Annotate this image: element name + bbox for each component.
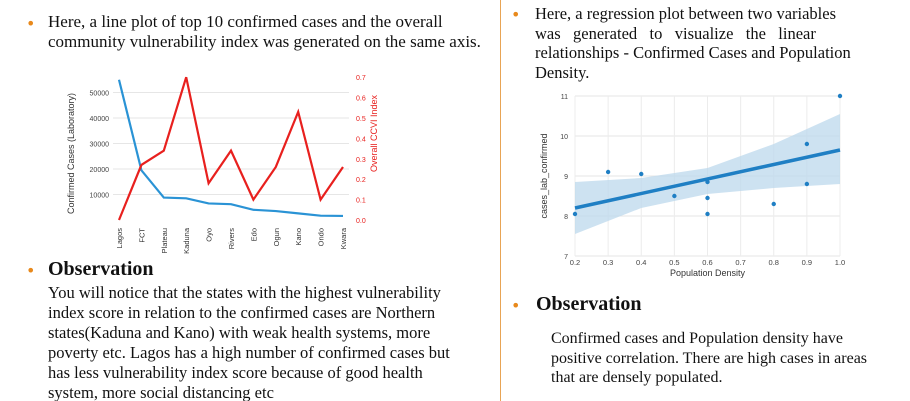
y2-tick-label: 0.6	[356, 96, 366, 103]
scatter-point	[639, 171, 644, 177]
observation-line: You will notice that the states with the…	[48, 283, 441, 302]
x-tick-label: FCT	[137, 228, 146, 243]
left-observation-body: You will notice that the states with the…	[48, 283, 493, 401]
x-tick-label: Rivers	[227, 228, 236, 250]
scatter-point	[705, 195, 710, 201]
x-tick-label: 0.5	[669, 258, 679, 267]
y-tick-label: 10	[560, 134, 568, 141]
regression-line	[574, 148, 841, 210]
x-tick-label: Edo	[249, 228, 258, 241]
y-tick-label: 11	[561, 94, 568, 101]
scatter-point	[672, 193, 677, 199]
y2-tick-label: 0.5	[356, 116, 366, 123]
y-tick-label: 10000	[90, 193, 110, 200]
y2-tick-label: 0.2	[356, 177, 366, 184]
series-line-ccvi	[117, 76, 344, 221]
y-tick-label: 7	[564, 254, 568, 261]
observation-line: that are densely populated.	[551, 369, 723, 386]
y2-axis-label: Overall CCVI Index	[369, 94, 379, 172]
y-axis-label: cases_lab_confirmed	[539, 133, 549, 218]
scatter-point	[572, 211, 578, 217]
x-tick-label: 0.8	[769, 258, 779, 267]
intro-line: was generated to visualize the linear	[535, 23, 816, 43]
bullet: •	[511, 296, 521, 315]
y-tick-label: 30000	[90, 142, 110, 149]
y-tick-label: 9	[564, 174, 568, 181]
x-tick-label: Kaduna	[182, 227, 191, 254]
intro-line: Here, a regression plot between two vari…	[535, 4, 837, 23]
x-tick-label: 0.4	[636, 258, 646, 267]
bullet: •	[26, 14, 36, 33]
scatter-point	[837, 93, 843, 99]
x-tick-label: Ogun	[272, 228, 281, 246]
x-tick-label: 1.0	[835, 258, 845, 267]
column-divider	[500, 0, 501, 401]
left-intro-text: Here, a line plot of top 10 confirmed ca…	[48, 12, 481, 51]
y2-tick-label: 0.0	[356, 218, 366, 225]
scatter-point	[804, 141, 810, 147]
confidence-band	[575, 114, 840, 234]
observation-line: Confirmed cases and Population density h…	[551, 330, 843, 347]
x-axis-label: Population Density	[670, 268, 746, 278]
right-observation-heading: Observation	[536, 293, 642, 315]
right-intro-text: Here, a regression plot between two vari…	[535, 4, 880, 82]
y2-tick-label: 0.1	[356, 198, 366, 205]
x-tick-label: Oyo	[205, 228, 214, 242]
y-axis-label: Confirmed Cases (Laboratory)	[66, 93, 76, 214]
y-tick-label: 50000	[90, 91, 110, 98]
series-line-confirmed-cases	[117, 79, 344, 218]
x-tick-label: Lagos	[115, 228, 124, 249]
y-tick-label: 40000	[90, 116, 110, 123]
observation-line: has less vulnerability index score becau…	[48, 363, 423, 382]
y-tick-label: 8	[564, 214, 568, 221]
x-tick-label: Kano	[294, 228, 303, 246]
scatter-point	[605, 169, 611, 175]
observation-line: states(Kaduna and Kano) with weak health…	[48, 323, 431, 342]
observation-line: poverty etc. Lagos has a high number of …	[48, 343, 450, 362]
observation-line: system, more social distancing etc	[48, 383, 274, 401]
x-tick-label: 0.9	[802, 258, 812, 267]
observation-line: positive correlation. There are high cas…	[551, 349, 868, 367]
y2-tick-label: 0.7	[356, 75, 366, 82]
x-tick-label: Ondo	[317, 228, 326, 246]
y-tick-label: 20000	[90, 167, 110, 174]
y2-tick-label: 0.3	[356, 157, 366, 164]
y2-tick-label: 0.4	[356, 136, 366, 143]
observation-line: index score in relation to the confirmed…	[48, 303, 436, 322]
x-tick-label: Kwara	[339, 227, 348, 249]
intro-line: Density.	[535, 62, 590, 82]
x-tick-label: 0.2	[570, 258, 580, 267]
bullet: •	[26, 261, 36, 280]
x-tick-label: 0.7	[735, 258, 745, 267]
x-tick-label: 0.6	[702, 258, 712, 267]
scatter-point	[705, 211, 710, 217]
scatter-point	[771, 201, 776, 207]
scatter-point	[705, 179, 710, 185]
left-observation-heading: Observation	[48, 258, 154, 280]
intro-line: relationships - Confirmed Cases and Popu…	[535, 43, 851, 62]
right-observation-body: Confirmed cases and Population density h…	[551, 329, 906, 388]
regression-plot: 7 8 9 10 11 0.2 0.3 0.4 0.5 0.6 0.7 0.8 0.9 1.0 Popula…	[539, 93, 845, 278]
scatter-point	[804, 181, 810, 187]
x-tick-label: Plateau	[160, 228, 169, 253]
bullet: •	[511, 5, 521, 24]
cases-ccvi-line-chart: 10000 20000 30000 40000 50000 0.0 0.1 0.2 0.3 0.4…	[66, 67, 379, 254]
x-tick-label: 0.3	[603, 258, 613, 267]
